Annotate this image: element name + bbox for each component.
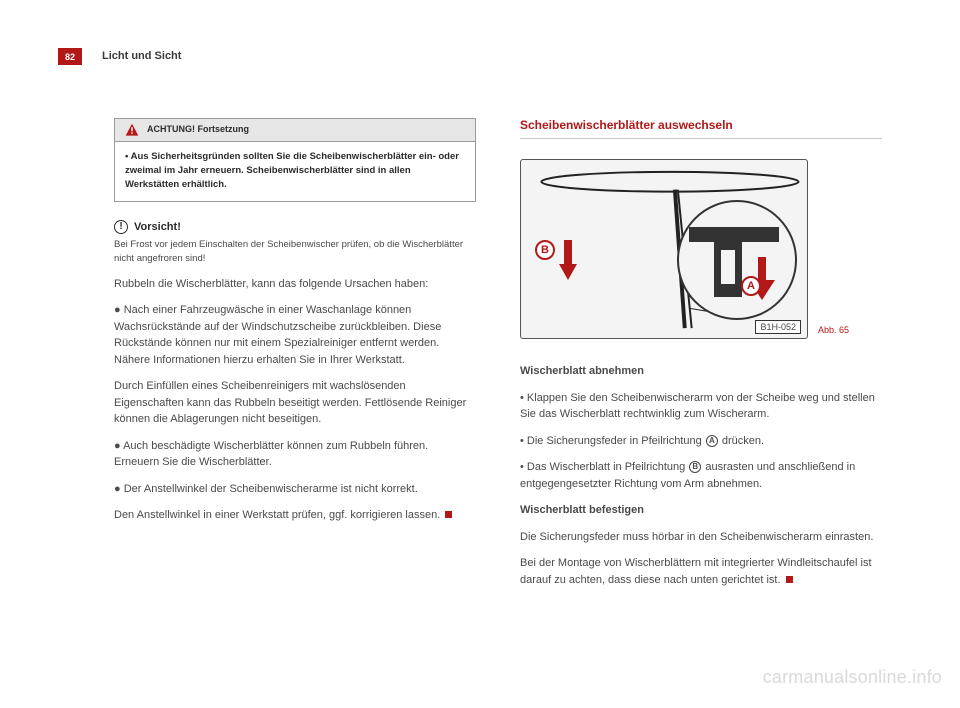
para-cleaner: Durch Einfüllen eines Scheibenreinigers …: [114, 378, 476, 428]
section-title: Scheibenwischerblätter auswechseln: [520, 118, 882, 139]
warning-triangle-icon: [125, 123, 139, 137]
attach-p1: Die Sicherungsfeder muss hörbar in den S…: [520, 529, 882, 546]
arrow-down-icon: [559, 240, 577, 280]
end-marker-icon: [786, 576, 793, 583]
attach-p2-text: Bei der Montage von Wischerblättern mit …: [520, 557, 872, 586]
warning-header: ACHTUNG! Fortsetzung: [115, 119, 475, 142]
para-angle: ● Der Anstellwinkel der Scheibenwischera…: [114, 481, 476, 498]
figure: B A B1H-052: [520, 159, 808, 339]
right-column: Scheibenwischerblätter auswechseln: [520, 118, 882, 598]
left-column: ACHTUNG! Fortsetzung • Aus Sicherheitsgr…: [114, 118, 476, 598]
remove-step-3-pre: • Das Wischerblatt in Pfeilrichtung: [520, 461, 688, 473]
callout-b: B: [535, 240, 555, 260]
remove-title: Wischerblatt abnehmen: [520, 363, 882, 380]
warning-body: • Aus Sicherheitsgründen sollten Sie die…: [115, 142, 475, 201]
attach-p2: Bei der Montage von Wischerblättern mit …: [520, 555, 882, 588]
warning-header-text: ACHTUNG! Fortsetzung: [147, 123, 249, 136]
figure-caption: Abb. 65: [818, 325, 849, 339]
para-wax: ● Nach einer Fahrzeugwäsche in einer Was…: [114, 302, 476, 368]
watermark: carmanualsonline.info: [763, 667, 942, 688]
content-columns: ACHTUNG! Fortsetzung • Aus Sicherheitsgr…: [114, 118, 882, 598]
remove-step-2: • Die Sicherungsfeder in Pfeilrichtung A…: [520, 433, 882, 450]
end-marker-icon: [445, 511, 452, 518]
caution-icon: !: [114, 220, 128, 234]
callout-a: A: [741, 276, 761, 296]
attach-title: Wischerblatt befestigen: [520, 502, 882, 519]
para-damaged: ● Auch beschädigte Wischerblätter können…: [114, 438, 476, 471]
remove-step-3: • Das Wischerblatt in Pfeilrichtung B au…: [520, 459, 882, 492]
caution-label: Vorsicht!: [134, 221, 181, 233]
para-workshop-text: Den Anstellwinkel in einer Werkstatt prü…: [114, 509, 440, 521]
zoom-illustration: [679, 202, 797, 320]
para-intro: Rubbeln die Wischerblätter, kann das fol…: [114, 276, 476, 293]
inline-ref-b-icon: B: [689, 461, 701, 473]
page-number-tab: 82: [58, 48, 82, 65]
caution-heading: ! Vorsicht!: [114, 220, 476, 234]
chapter-title: Licht und Sicht: [102, 50, 181, 62]
figure-zoom: [677, 200, 797, 320]
remove-step-2-pre: • Die Sicherungsfeder in Pfeilrichtung: [520, 435, 705, 447]
caution-note: Bei Frost vor jedem Einschalten der Sche…: [114, 238, 476, 266]
figure-block: B A B1H-052 Abb. 65: [520, 159, 882, 339]
figure-code: B1H-052: [755, 320, 801, 334]
inline-ref-a-icon: A: [706, 435, 718, 447]
remove-step-1: • Klappen Sie den Scheibenwischerarm von…: [520, 390, 882, 423]
remove-step-2-post: drücken.: [722, 435, 764, 447]
para-workshop: Den Anstellwinkel in einer Werkstatt prü…: [114, 507, 476, 524]
warning-box: ACHTUNG! Fortsetzung • Aus Sicherheitsgr…: [114, 118, 476, 202]
